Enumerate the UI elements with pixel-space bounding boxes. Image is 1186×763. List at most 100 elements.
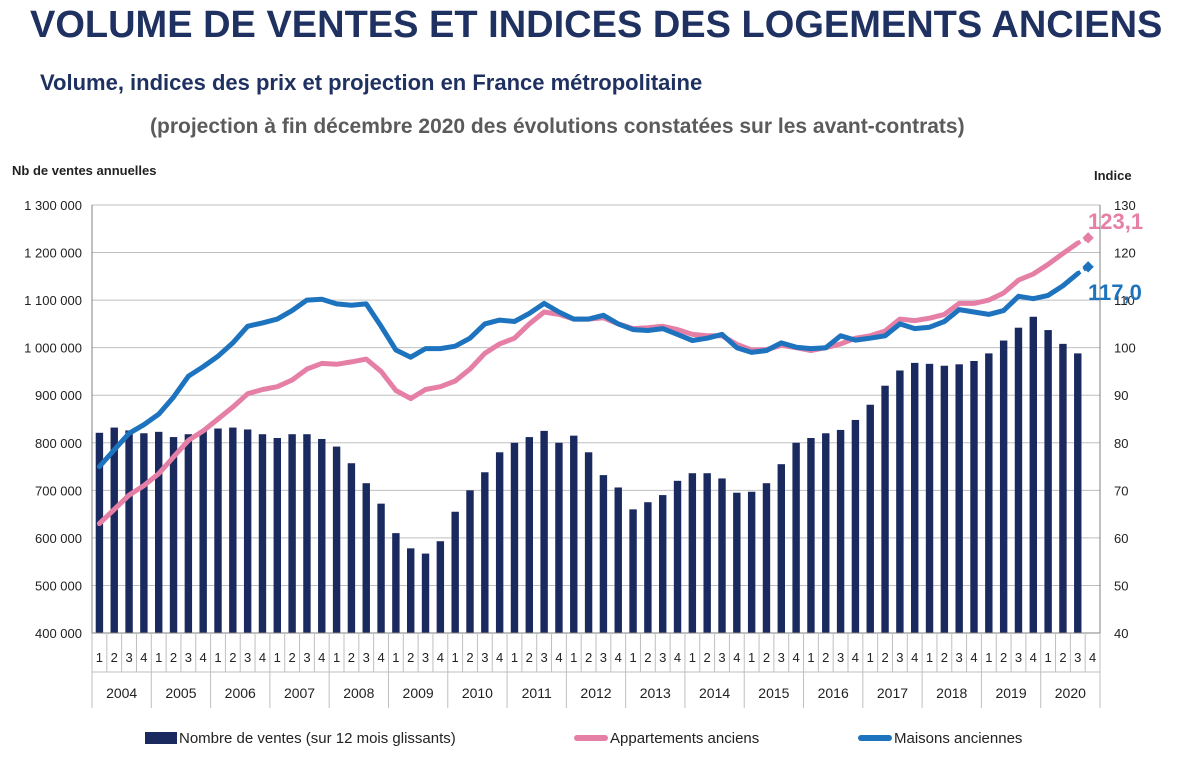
- bar: [629, 509, 637, 633]
- bar: [392, 533, 400, 633]
- bar: [599, 475, 608, 633]
- quarter-label: 3: [956, 650, 963, 665]
- projection-marker: [1082, 261, 1094, 273]
- bar: [95, 432, 104, 633]
- right-axis-title: Indice: [1094, 168, 1132, 183]
- bar: [703, 473, 711, 633]
- legend-label-ventes: Nombre de ventes (sur 12 mois glissants): [179, 729, 456, 747]
- right-tick-label: 90: [1114, 388, 1128, 403]
- legend-label-maisons: Maisons anciennes: [894, 729, 1023, 747]
- year-label: 2010: [462, 685, 493, 701]
- bar: [851, 419, 860, 633]
- projection-marker: [1082, 232, 1094, 244]
- quarter-label: 4: [140, 650, 147, 665]
- maisons-end-label: 117,0: [1088, 280, 1142, 305]
- quarter-label: 2: [763, 650, 770, 665]
- quarter-label: 2: [1059, 650, 1066, 665]
- left-tick-label: 1 200 000: [24, 246, 82, 261]
- bar: [555, 442, 563, 633]
- left-tick-label: 400 000: [35, 626, 82, 641]
- legend-swatch-ventes: [145, 732, 177, 744]
- left-axis-title: Nb de ventes annuelles: [12, 163, 157, 178]
- bar: [273, 438, 281, 633]
- bar: [466, 490, 474, 633]
- quarter-label: 1: [867, 650, 874, 665]
- bar: [1074, 353, 1082, 633]
- bar: [688, 473, 697, 633]
- bar: [999, 340, 1008, 633]
- year-label: 2017: [877, 685, 908, 701]
- quarter-label: 4: [733, 650, 740, 665]
- legend-swatch-appartements: [574, 735, 608, 741]
- bar: [318, 438, 326, 633]
- maisons-line: [96, 271, 1081, 470]
- bar: [451, 511, 459, 633]
- quarter-label: 1: [333, 650, 340, 665]
- quarter-label: 1: [629, 650, 636, 665]
- bar: [762, 483, 771, 633]
- quarter-label: 1: [926, 650, 933, 665]
- bar: [822, 433, 830, 633]
- bar: [288, 434, 296, 633]
- quarter-label: 3: [896, 650, 903, 665]
- quarter-label: 3: [837, 650, 844, 665]
- year-label: 2009: [403, 685, 434, 701]
- left-tick-label: 1 300 000: [24, 198, 82, 213]
- year-label: 2019: [995, 685, 1026, 701]
- bar: [140, 433, 148, 633]
- quarter-label: 2: [526, 650, 533, 665]
- quarter-label: 4: [200, 650, 207, 665]
- left-tick-label: 1 100 000: [24, 293, 82, 308]
- quarter-label: 1: [452, 650, 459, 665]
- bar: [866, 404, 874, 633]
- bar: [243, 429, 252, 633]
- quarter-label: 4: [259, 650, 266, 665]
- quarter-label: 1: [748, 650, 755, 665]
- bar: [421, 553, 430, 633]
- quarter-label: 1: [511, 650, 518, 665]
- quarter-label: 4: [1030, 650, 1037, 665]
- right-tick-label: 50: [1114, 578, 1128, 593]
- quarter-label: 4: [377, 650, 384, 665]
- quarter-label: 3: [1074, 650, 1081, 665]
- quarter-label: 3: [303, 650, 310, 665]
- bar: [347, 463, 356, 633]
- quarter-label: 4: [793, 650, 800, 665]
- year-label: 2005: [165, 685, 196, 701]
- gridlines: [92, 204, 1100, 634]
- right-tick-label: 110: [1114, 293, 1135, 308]
- bar: [584, 452, 593, 633]
- quarter-label: 4: [318, 650, 325, 665]
- year-label: 2013: [640, 685, 671, 701]
- legend-item-ventes: Nombre de ventes (sur 12 mois glissants): [145, 728, 456, 748]
- quarter-label: 3: [541, 650, 548, 665]
- quarter-label: 3: [659, 650, 666, 665]
- bar: [377, 503, 385, 633]
- right-tick-label: 40: [1114, 626, 1128, 641]
- bar: [510, 442, 519, 633]
- left-tick-label: 1 000 000: [24, 341, 82, 356]
- bar: [733, 492, 741, 633]
- bar: [214, 428, 222, 633]
- bar: [332, 446, 341, 633]
- bar: [436, 541, 445, 633]
- chart-subtitle-note: (projection à fin décembre 2020 des évol…: [150, 115, 965, 138]
- bar: [303, 434, 311, 633]
- quarter-label: 2: [466, 650, 473, 665]
- bar: [125, 430, 133, 633]
- bar: [525, 437, 533, 633]
- bar: [792, 442, 800, 633]
- quarter-label: 4: [437, 650, 444, 665]
- year-label: 2015: [758, 685, 789, 701]
- quarter-label: 3: [244, 650, 251, 665]
- quarter-label: 3: [185, 650, 192, 665]
- legend-item-maisons: Maisons anciennes: [858, 728, 1022, 748]
- bar: [184, 434, 193, 633]
- quarter-label: 4: [674, 650, 681, 665]
- quarter-label: 3: [1015, 650, 1022, 665]
- legend-swatch-maisons: [858, 735, 892, 741]
- quarter-label: 1: [570, 650, 577, 665]
- quarter-label: 2: [229, 650, 236, 665]
- quarter-label: 1: [689, 650, 696, 665]
- bar: [881, 385, 889, 633]
